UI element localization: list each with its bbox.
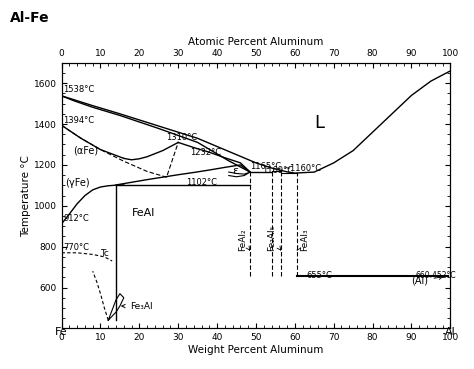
Text: (αFe): (αFe)	[73, 146, 99, 156]
Text: FeAl: FeAl	[132, 208, 155, 218]
Y-axis label: Temperature °C: Temperature °C	[21, 155, 31, 237]
Text: 1310°C: 1310°C	[166, 132, 198, 142]
Text: Fe₃Al: Fe₃Al	[122, 302, 152, 311]
Text: (γFe): (γFe)	[65, 178, 90, 188]
Text: 655°C: 655°C	[307, 271, 332, 280]
Text: Fe₂Al₅: Fe₂Al₅	[267, 224, 281, 251]
Text: Fe: Fe	[55, 327, 68, 337]
Text: 660.452°C: 660.452°C	[415, 271, 456, 280]
Text: 1165°C: 1165°C	[250, 162, 281, 171]
Text: (Al): (Al)	[411, 275, 443, 286]
Text: 1232°C: 1232°C	[190, 148, 221, 157]
Text: 1394°C: 1394°C	[63, 116, 94, 125]
Text: 1102°C: 1102°C	[186, 178, 217, 187]
Text: Al-Fe: Al-Fe	[9, 11, 49, 25]
X-axis label: Atomic Percent Aluminum: Atomic Percent Aluminum	[188, 37, 324, 47]
Text: ~1160°C: ~1160°C	[283, 164, 321, 173]
Text: ε: ε	[233, 166, 239, 176]
Text: FeAl₃: FeAl₃	[297, 228, 309, 251]
Text: FeAl₂: FeAl₂	[238, 228, 250, 251]
Text: Al: Al	[445, 327, 456, 337]
X-axis label: Weight Percent Aluminum: Weight Percent Aluminum	[188, 345, 324, 355]
Text: Tc: Tc	[100, 249, 109, 258]
Text: 1538°C: 1538°C	[63, 85, 94, 94]
Text: L: L	[314, 114, 324, 132]
Text: 770°C: 770°C	[63, 244, 89, 252]
Text: 912°C: 912°C	[63, 214, 89, 223]
Text: 1169°C: 1169°C	[262, 166, 293, 175]
